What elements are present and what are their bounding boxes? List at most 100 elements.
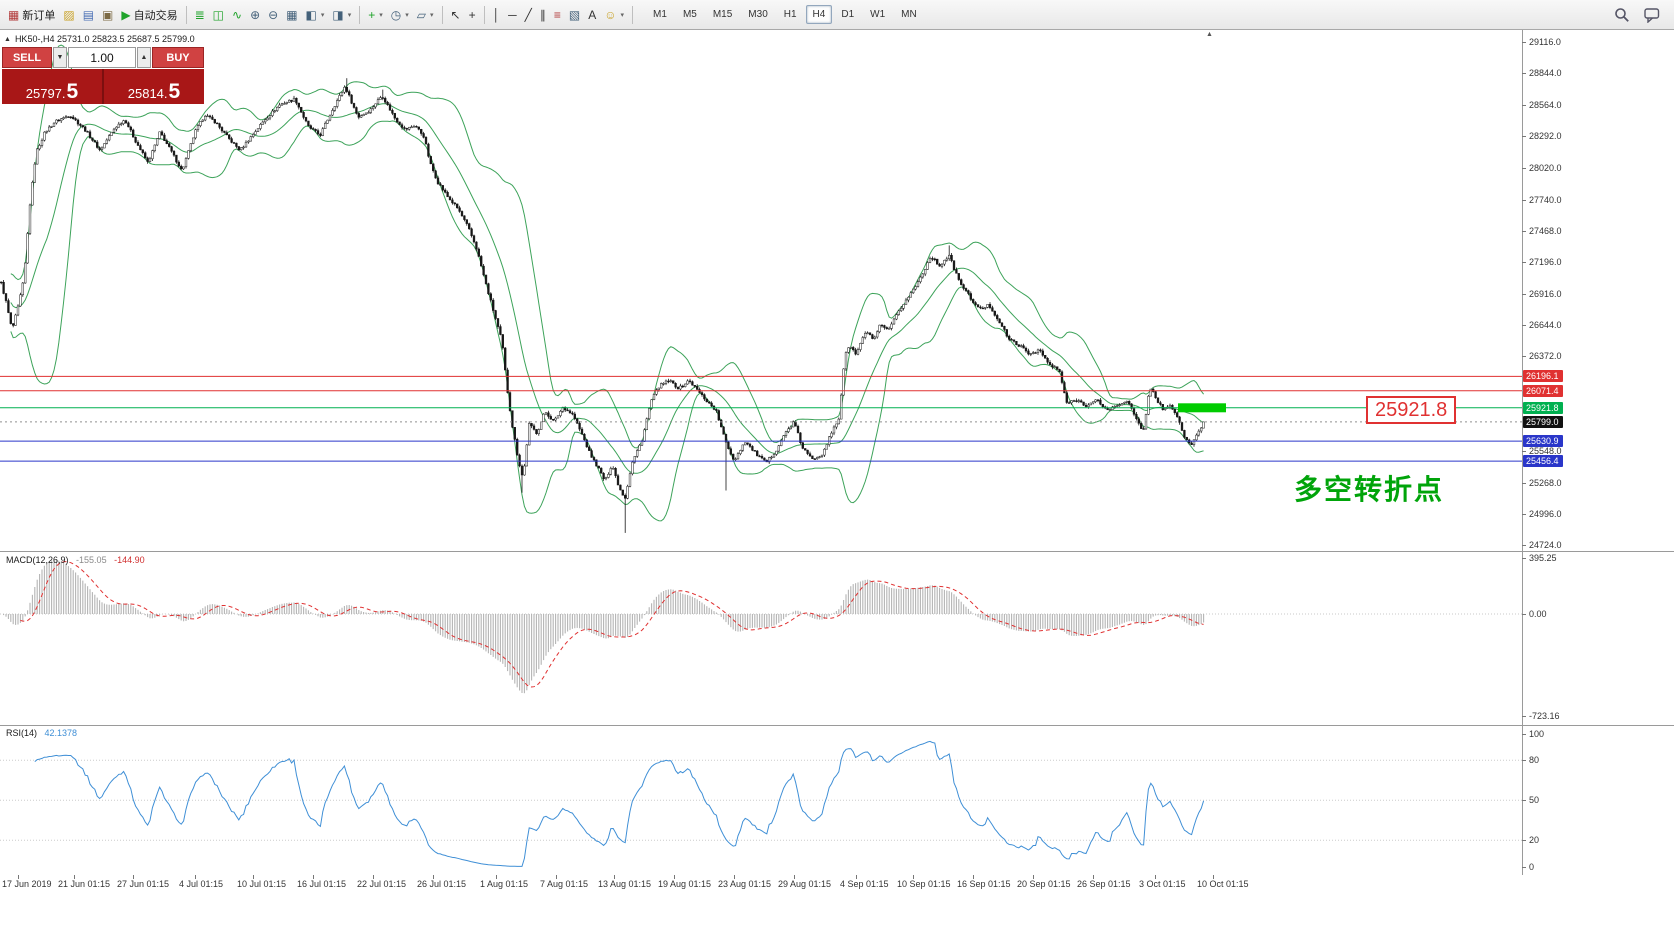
rsi-panel-canvas[interactable]	[0, 725, 1522, 875]
time-axis-tick	[856, 875, 857, 879]
volume-input[interactable]: 1.00	[68, 47, 136, 68]
macd-axis-label: 0.00	[1529, 609, 1547, 619]
time-axis-tick	[433, 875, 434, 879]
data-window-icon[interactable]: ▣	[98, 3, 117, 27]
autotrading-button[interactable]: ▶ 自动交易	[117, 3, 181, 27]
macd-axis-label: -723.16	[1529, 710, 1560, 721]
macd-label: MACD(12,26,9) -155.05 -144.90	[6, 555, 145, 565]
templates-icon[interactable]: ▱ ▾	[413, 3, 438, 27]
price-axis-label: 28292.0	[1529, 131, 1562, 142]
price-tag-25921.8: 25921.8	[1523, 401, 1563, 414]
one-click-trade-panel: SELL ▼ 1.00 ▲ BUY 25797. 5 25814. 5	[2, 47, 204, 104]
macd-name: MACD(12,26,9)	[6, 555, 69, 565]
collapse-triangle-icon[interactable]: ▲	[4, 35, 11, 43]
rsi-value: 42.1378	[44, 728, 78, 738]
search-icon[interactable]	[1614, 7, 1630, 23]
chart-shift-marker-icon[interactable]: ▲	[1206, 31, 1213, 38]
scroll-shift-icon[interactable]: ◨ ▾	[328, 3, 355, 27]
vertical-line-icon[interactable]: │	[489, 3, 505, 27]
rsi-label: RSI(14) 42.1378	[6, 728, 77, 738]
sell-button[interactable]: SELL	[2, 47, 52, 68]
trendline-icon[interactable]: ╱	[521, 3, 536, 27]
channel-icon[interactable]: ∥	[536, 3, 550, 27]
zoom-in-icon[interactable]: ⊕	[246, 3, 264, 27]
horizontal-line-icon[interactable]: ─	[504, 3, 521, 27]
time-axis-label: 1 Aug 01:15	[480, 879, 529, 889]
price-axis-tick	[1522, 293, 1526, 295]
time-axis-label: 17 Jun 2019	[2, 879, 52, 889]
arrange-windows-icon[interactable]: ◧ ▾	[302, 3, 329, 27]
shapes-icon[interactable]: ▧	[565, 3, 584, 27]
rsi-axis-tick	[1522, 733, 1526, 735]
rsi-panel-separator[interactable]	[0, 725, 1674, 726]
print-icon-icon-glyph: ▤	[82, 7, 95, 22]
price-axis-label: 27196.0	[1529, 256, 1562, 267]
timeframe-h1[interactable]: H1	[783, 9, 797, 20]
cursor-icon[interactable]: ↖	[447, 3, 465, 27]
print-icon[interactable]: ▤	[79, 3, 98, 27]
new-order-button[interactable]: ▦ 新订单	[4, 3, 59, 27]
buy-button[interactable]: BUY	[152, 47, 204, 68]
price-axis-label: 26916.0	[1529, 288, 1562, 299]
text-icon[interactable]: A	[584, 3, 600, 27]
timeframe-m30[interactable]: M30	[748, 9, 768, 20]
timeframe-h4[interactable]: H4	[805, 5, 833, 24]
sell-price-main: 25797.	[25, 85, 66, 101]
tile-windows-icon[interactable]: ▦	[282, 3, 301, 27]
horizontal-line-icon-icon-glyph: ─	[508, 7, 517, 22]
price-axis-tick	[1522, 167, 1526, 169]
time-axis-label: 29 Aug 01:15	[778, 879, 832, 889]
trendline-icon-icon-glyph: ╱	[524, 7, 532, 22]
price-axis-label: 25268.0	[1529, 477, 1562, 488]
periods-icon[interactable]: ◷ ▾	[387, 3, 413, 27]
line-chart-icon[interactable]: ∿	[228, 3, 246, 27]
volume-up-stepper[interactable]: ▲	[137, 47, 151, 68]
text-icon-icon-glyph: A	[588, 7, 597, 22]
chart-profile-icon[interactable]: ▨	[59, 3, 78, 27]
zoom-out-icon[interactable]: ⊖	[264, 3, 282, 27]
fibonacci-icon[interactable]: ≡	[550, 3, 565, 27]
rsi-axis-label: 100	[1529, 728, 1545, 739]
time-axis-tick	[1093, 875, 1094, 879]
timeframe-d1[interactable]: D1	[841, 9, 855, 20]
chart-profile-icon-icon-glyph: ▨	[63, 7, 75, 22]
crosshair-icon[interactable]: +	[465, 3, 480, 27]
sell-price-display[interactable]: 25797. 5	[2, 69, 102, 104]
price-axis-tick	[1522, 105, 1526, 107]
price-axis-label: 25548.0	[1529, 445, 1562, 456]
caret-down-icon: ▾	[405, 11, 409, 19]
caret-down-icon: ▾	[320, 11, 325, 19]
main-chart-canvas[interactable]	[0, 30, 1522, 551]
crosshair-icon-icon-glyph: +	[468, 7, 476, 22]
timeframe-group: M1 M5 M15 M30 H1 H4 D1 W1 MN	[645, 5, 925, 24]
timeframe-m5[interactable]: M5	[682, 9, 697, 20]
bar-chart-icon[interactable]: ≣	[191, 3, 209, 27]
price-tag-26196.1: 26196.1	[1523, 370, 1563, 383]
macd-panel-separator[interactable]	[0, 551, 1674, 552]
bar-chart-icon-icon-glyph: ≣	[194, 7, 205, 22]
order-type-dropdown[interactable]: ▼	[53, 47, 67, 68]
price-axis-tick	[1522, 42, 1526, 43]
price-axis-label: 29116.0	[1529, 37, 1561, 47]
timeframe-w1[interactable]: W1	[870, 9, 886, 20]
timeframe-mn[interactable]: MN	[901, 9, 917, 20]
macd-panel-canvas[interactable]	[0, 551, 1522, 725]
macd-value-main: -155.05	[76, 555, 107, 565]
candlestick-chart-icon[interactable]: ◫	[209, 3, 228, 27]
price-tag-25630.9: 25630.9	[1523, 435, 1563, 448]
toolbar-separator	[185, 5, 187, 24]
price-axis-tick	[1522, 450, 1526, 452]
channel-icon-icon-glyph: ∥	[539, 7, 546, 22]
price-axis[interactable]: 29116.0 28844.0 28564.0 28292.0 28020.0 27740…	[1522, 0, 1674, 951]
indicators-icon[interactable]: + ▾	[364, 3, 387, 27]
autotrading-icon-glyph: ▶	[121, 7, 131, 22]
time-axis-label: 7 Aug 01:15	[540, 879, 589, 889]
timeframe-m15[interactable]: M15	[712, 9, 733, 20]
timeframe-m1[interactable]: M1	[653, 9, 667, 20]
chat-icon[interactable]	[1644, 7, 1660, 23]
arrows-stamps-icon[interactable]: ☺ ▾	[600, 3, 628, 27]
time-axis[interactable]: 17 Jun 2019 21 Jun 01:15 27 Jun 01:15 4 Jul…	[0, 875, 1674, 897]
price-axis-label: 28020.0	[1529, 162, 1562, 173]
buy-price-display[interactable]: 25814. 5	[104, 69, 204, 104]
toolbar-separator	[359, 5, 361, 24]
